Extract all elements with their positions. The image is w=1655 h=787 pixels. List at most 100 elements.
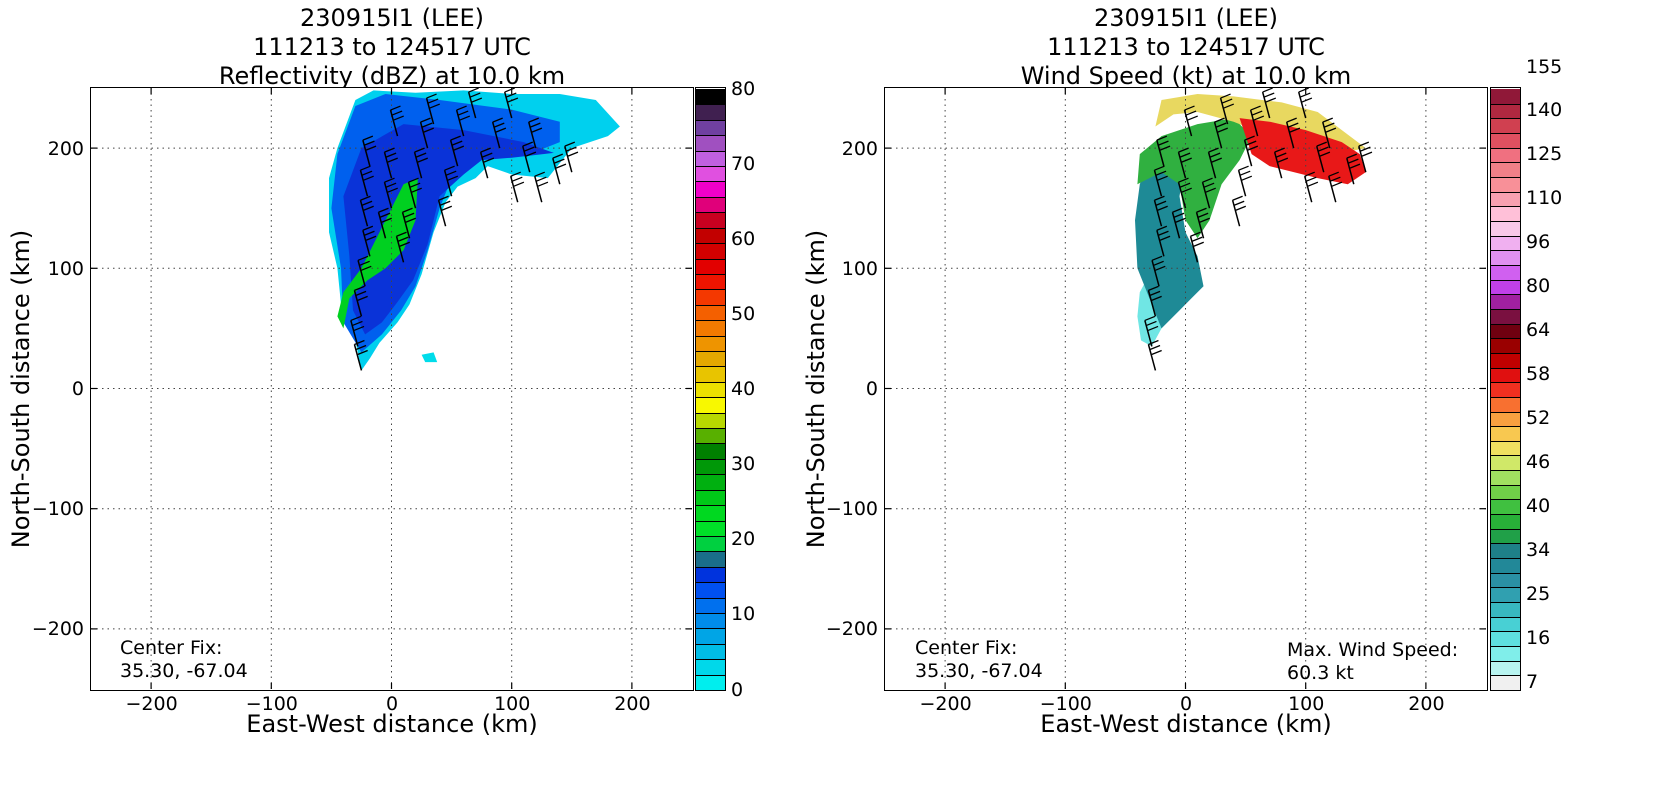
colorbar-segment [1491, 352, 1520, 368]
colorbar-tick-label: 50 [731, 302, 756, 325]
colorbar-tick-label: 58 [1526, 363, 1551, 386]
center-fix-label: Center Fix: [915, 637, 1018, 659]
colorbar-segment [696, 366, 725, 382]
colorbar-tick-label: 60 [731, 227, 756, 250]
colorbar-tick-label: 7 [1526, 671, 1539, 694]
wind-barb [1156, 135, 1171, 167]
colorbar-segment [1491, 206, 1520, 221]
wind-barb [395, 231, 410, 263]
wind-barb [1261, 88, 1277, 119]
colorbar-segment [1491, 558, 1520, 573]
colorbar-segment [1491, 499, 1520, 515]
title-line-3: Wind Speed (kt) at 10.0 km [1020, 62, 1352, 90]
colorbar-segment [1491, 426, 1520, 441]
wind-barb [1153, 165, 1168, 197]
wind-barb [552, 153, 567, 185]
colorbar-segment [696, 443, 725, 459]
wind-barb [1358, 141, 1373, 173]
wind-barb [467, 88, 483, 119]
colorbar-segment [696, 535, 725, 552]
wind-barb [350, 315, 365, 347]
colorbar-segment [1491, 484, 1520, 500]
wind-barb [1189, 231, 1204, 263]
colorbar-segment [696, 412, 725, 429]
colorbar-segment [696, 397, 725, 413]
wind-barb [1201, 177, 1216, 209]
wind-barb [1219, 93, 1235, 125]
colorbar-segment [696, 597, 725, 613]
y-tick-label: 100 [841, 257, 878, 280]
wind-barb [1144, 315, 1159, 347]
colorbar-tick-label: 80 [731, 77, 756, 100]
colorbar-tick-label: 80 [1526, 275, 1551, 298]
colorbar-segment [1491, 675, 1520, 690]
wind-barb [1147, 285, 1162, 317]
colorbar-segment [696, 458, 725, 475]
title-line-2: 111213 to 124517 UTC [253, 33, 531, 61]
colorbar-segment [696, 612, 725, 629]
colorbar-tick-label: 46 [1526, 451, 1551, 474]
center-fix-label: Center Fix: [120, 637, 223, 659]
x-axis-label: East-West distance (km) [246, 710, 538, 738]
wind-barb [1151, 255, 1166, 287]
colorbar-segment [696, 304, 725, 321]
colorbar-segment [1491, 455, 1520, 471]
y-tick-label: −200 [31, 618, 84, 641]
wind-barb [443, 165, 459, 197]
colorbar-segment [1491, 323, 1520, 339]
reflectivity-plot-area [90, 87, 694, 691]
colorbar-segment [696, 566, 725, 583]
field-region-isolated-echo [421, 352, 438, 363]
wind-barb [413, 147, 428, 179]
colorbar-segment [696, 659, 725, 675]
colorbar-segment [696, 489, 725, 506]
wind-barb [1243, 135, 1259, 167]
wind-barb [1303, 171, 1319, 203]
title-line-3: Reflectivity (dBZ) at 10.0 km [218, 62, 566, 90]
wind-barb [362, 135, 377, 167]
colorbar-segment [696, 181, 725, 197]
wind-barb [437, 195, 453, 227]
colorbar-segment [1491, 440, 1520, 456]
wind-barb [383, 177, 398, 209]
colorbar-segment [1491, 118, 1520, 133]
colorbar-tick-label: 125 [1526, 143, 1563, 166]
colorbar-segment [696, 273, 725, 290]
colorbar-segment [696, 643, 725, 660]
colorbar-segment [696, 320, 725, 336]
y-tick-label: −100 [825, 498, 878, 521]
colorbar-segment [696, 289, 725, 305]
wind-barb [1177, 147, 1192, 179]
colorbar-tick-label: 155 [1526, 55, 1563, 78]
max-wind-value: 60.3 kt [1287, 662, 1354, 684]
colorbar-segment [696, 551, 725, 567]
colorbar-segment [696, 89, 725, 105]
colorbar-segment [1491, 470, 1520, 485]
y-tick-label: −100 [31, 498, 84, 521]
field-region-dark-blue [343, 124, 554, 335]
colorbar-segment [1491, 572, 1520, 588]
x-tick-label: −100 [245, 693, 298, 715]
x-tick-label: 200 [1408, 693, 1445, 715]
x-tick-label: −100 [1039, 693, 1092, 715]
colorbar-tick-label: 110 [1526, 187, 1563, 210]
colorbar-tick-label: 52 [1526, 407, 1551, 430]
colorbar-segment [1491, 132, 1520, 148]
y-tick-label: 200 [47, 137, 84, 160]
center-fix-note: Center Fix: 35.30, -67.04 [915, 637, 1043, 683]
colorbar-segment [696, 166, 725, 182]
wind-barb [1231, 195, 1247, 227]
max-wind-label: Max. Wind Speed: [1287, 639, 1459, 661]
center-fix-value: 35.30, -67.04 [120, 660, 248, 682]
y-tick-label: 200 [841, 137, 878, 160]
colorbar-segment [1491, 631, 1520, 647]
colorbar-segment [1491, 89, 1520, 104]
center-fix-value: 35.30, -67.04 [915, 660, 1043, 682]
colorbar-segment [696, 350, 725, 367]
colorbar-segment [1491, 191, 1520, 207]
colorbar-segment [1491, 367, 1520, 383]
wind-barb [353, 285, 368, 317]
wind-barb [377, 207, 392, 239]
colorbar-segment [1491, 543, 1520, 559]
wind-barb [1249, 105, 1265, 137]
